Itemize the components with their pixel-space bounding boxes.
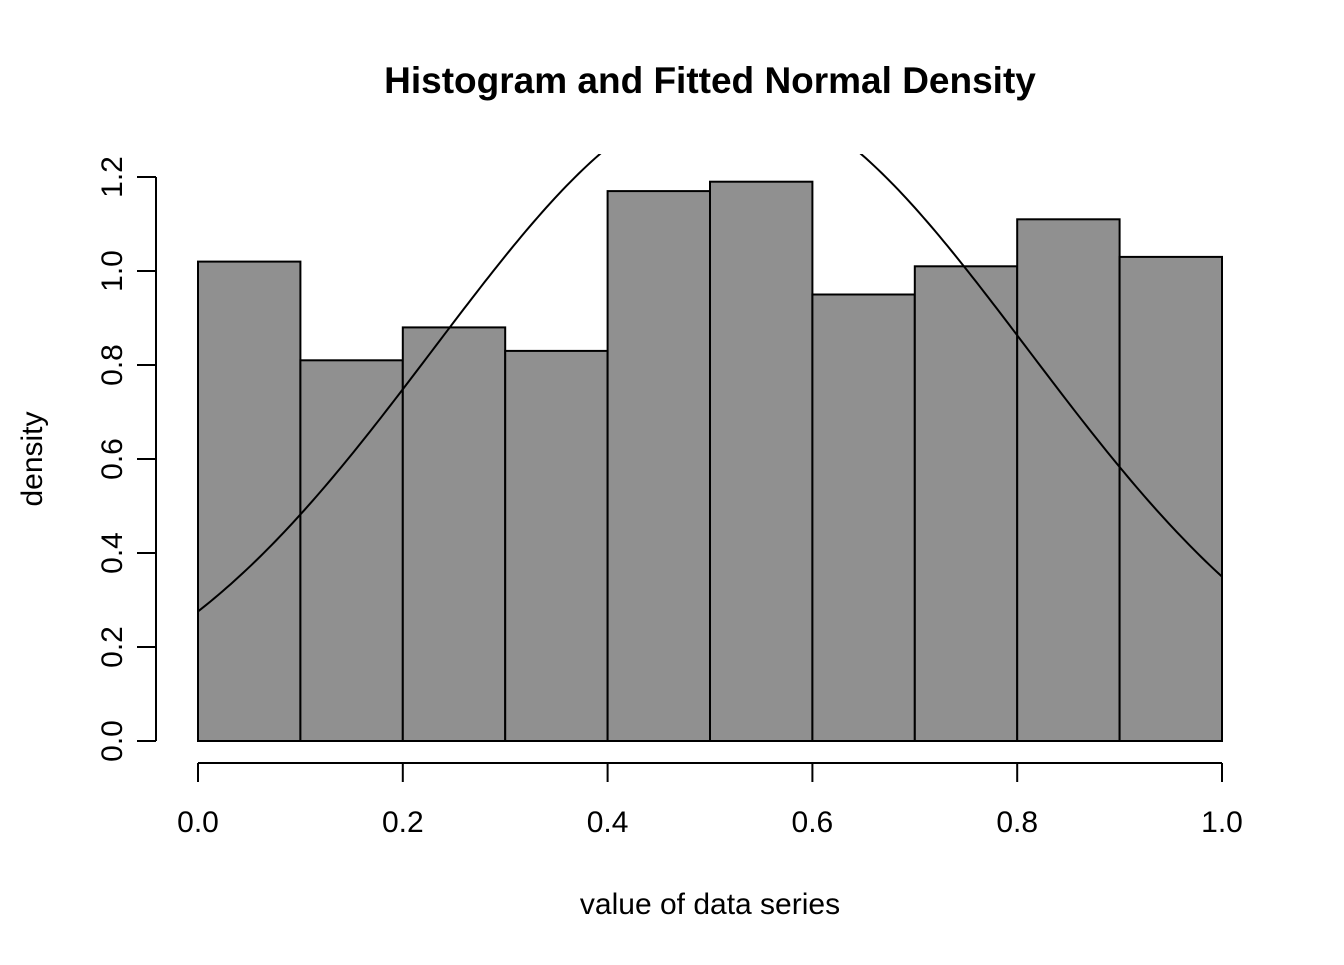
y-tick-label: 0.6 [96,438,129,480]
histogram-bar [709,180,814,742]
y-tick-label: 1.2 [96,156,129,198]
y-tick-label: 0.2 [96,626,129,668]
y-axis-ticks: 0.0 0.2 0.4 0.6 0.8 1.0 1.2 [96,156,156,762]
y-tick-label: 0.4 [96,532,129,574]
y-tick-label: 0.8 [96,344,129,386]
histogram-bar [197,260,302,742]
histogram-bar [811,293,916,742]
chart-title: Histogram and Fitted Normal Density [384,60,1036,101]
y-axis-label: density [16,411,49,506]
x-tick-label: 0.4 [587,806,629,839]
y-tick-label: 1.0 [96,250,129,292]
histogram-bar [504,349,609,742]
histogram-bar [1016,218,1121,743]
y-tick-label: 0.0 [96,720,129,762]
histogram-bar [1118,255,1223,742]
x-tick-label: 0.2 [382,806,424,839]
fitted-normal-curve-group [197,154,1223,613]
x-axis-ticks: 0.0 0.2 0.4 0.6 0.8 1.0 [177,763,1243,839]
x-tick-label: 0.0 [177,806,219,839]
density-curve [197,154,1223,613]
x-tick-label: 1.0 [1201,806,1243,839]
x-tick-label: 0.6 [792,806,834,839]
histogram-bars [197,180,1223,743]
histogram-bar [401,326,507,742]
histogram-bar [299,359,404,742]
x-tick-label: 0.8 [996,806,1038,839]
histogram-bar [606,190,711,743]
x-axis-label: value of data series [580,888,840,921]
histogram-bar [913,265,1019,742]
